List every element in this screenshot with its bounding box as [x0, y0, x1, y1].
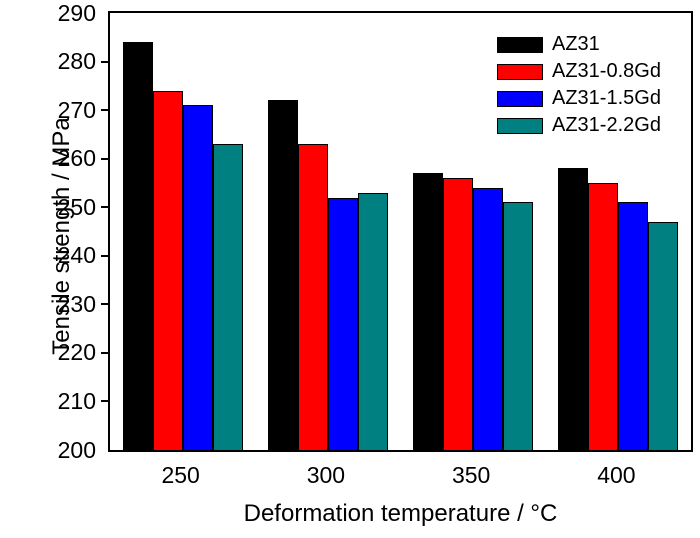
y-tick-mark: [101, 60, 110, 63]
y-tick-mark: [101, 303, 110, 306]
y-tick-label: 290: [57, 0, 96, 26]
legend-item: AZ31: [497, 31, 661, 58]
y-tick-label: 210: [57, 387, 96, 414]
y-tick-label: 200: [57, 436, 96, 463]
y-tick-mark: [101, 351, 110, 354]
bar: [267, 100, 298, 450]
legend-item: AZ31-1.5Gd: [497, 85, 661, 112]
bar-group: [401, 13, 546, 450]
legend-label: AZ31-0.8Gd: [552, 60, 661, 82]
legend-swatch: [497, 90, 543, 107]
legend-item: AZ31-2.2Gd: [497, 112, 661, 139]
legend: AZ31 AZ31-0.8Gd AZ31-1.5Gd AZ31-2.2Gd: [497, 31, 661, 139]
y-tick-label: 260: [57, 145, 96, 172]
bar: [503, 202, 534, 450]
bar: [413, 173, 444, 450]
bar: [152, 90, 183, 450]
bar-group: [255, 13, 400, 450]
bar: [588, 182, 619, 450]
y-tick-mark: [101, 109, 110, 112]
y-tick-label: 240: [57, 242, 96, 269]
y-tick-mark: [101, 400, 110, 403]
bar: [182, 105, 213, 450]
legend-label: AZ31: [552, 33, 600, 55]
x-tick-label: 400: [597, 462, 636, 488]
bar: [212, 144, 243, 450]
bar: [443, 178, 474, 450]
y-tick-label: 220: [57, 339, 96, 366]
bar: [357, 192, 388, 450]
y-tick-label: 280: [57, 48, 96, 75]
bar: [648, 221, 679, 450]
y-tick-label: 250: [57, 193, 96, 220]
legend-item: AZ31-0.8Gd: [497, 58, 661, 85]
bar-group: [110, 13, 255, 450]
x-tick-label: 350: [451, 462, 491, 488]
bar: [297, 144, 328, 450]
y-tick-mark: [101, 254, 110, 257]
bar: [122, 42, 153, 450]
plot-area: AZ31 AZ31-0.8Gd AZ31-1.5Gd AZ31-2.2Gd 200 21…: [58, 1, 693, 461]
x-axis-title: Deformation temperature / °C: [243, 500, 558, 527]
bar-group: [546, 13, 691, 450]
legend-label: AZ31-2.2Gd: [552, 114, 661, 136]
x-tick-label: 300: [306, 462, 346, 488]
legend-label: AZ31-1.5Gd: [552, 87, 661, 109]
legend-swatch: [497, 117, 543, 134]
legend-swatch: [497, 63, 543, 80]
bar: [473, 187, 504, 450]
bar: [558, 168, 589, 450]
y-tick-mark: [101, 206, 110, 209]
legend-swatch: [497, 36, 543, 53]
bar: [618, 202, 649, 450]
x-tick-label: 250: [161, 462, 200, 488]
y-tick-label: 230: [57, 290, 96, 317]
y-tick-label: 270: [57, 96, 96, 123]
bar: [327, 197, 358, 450]
y-tick-mark: [101, 157, 110, 160]
